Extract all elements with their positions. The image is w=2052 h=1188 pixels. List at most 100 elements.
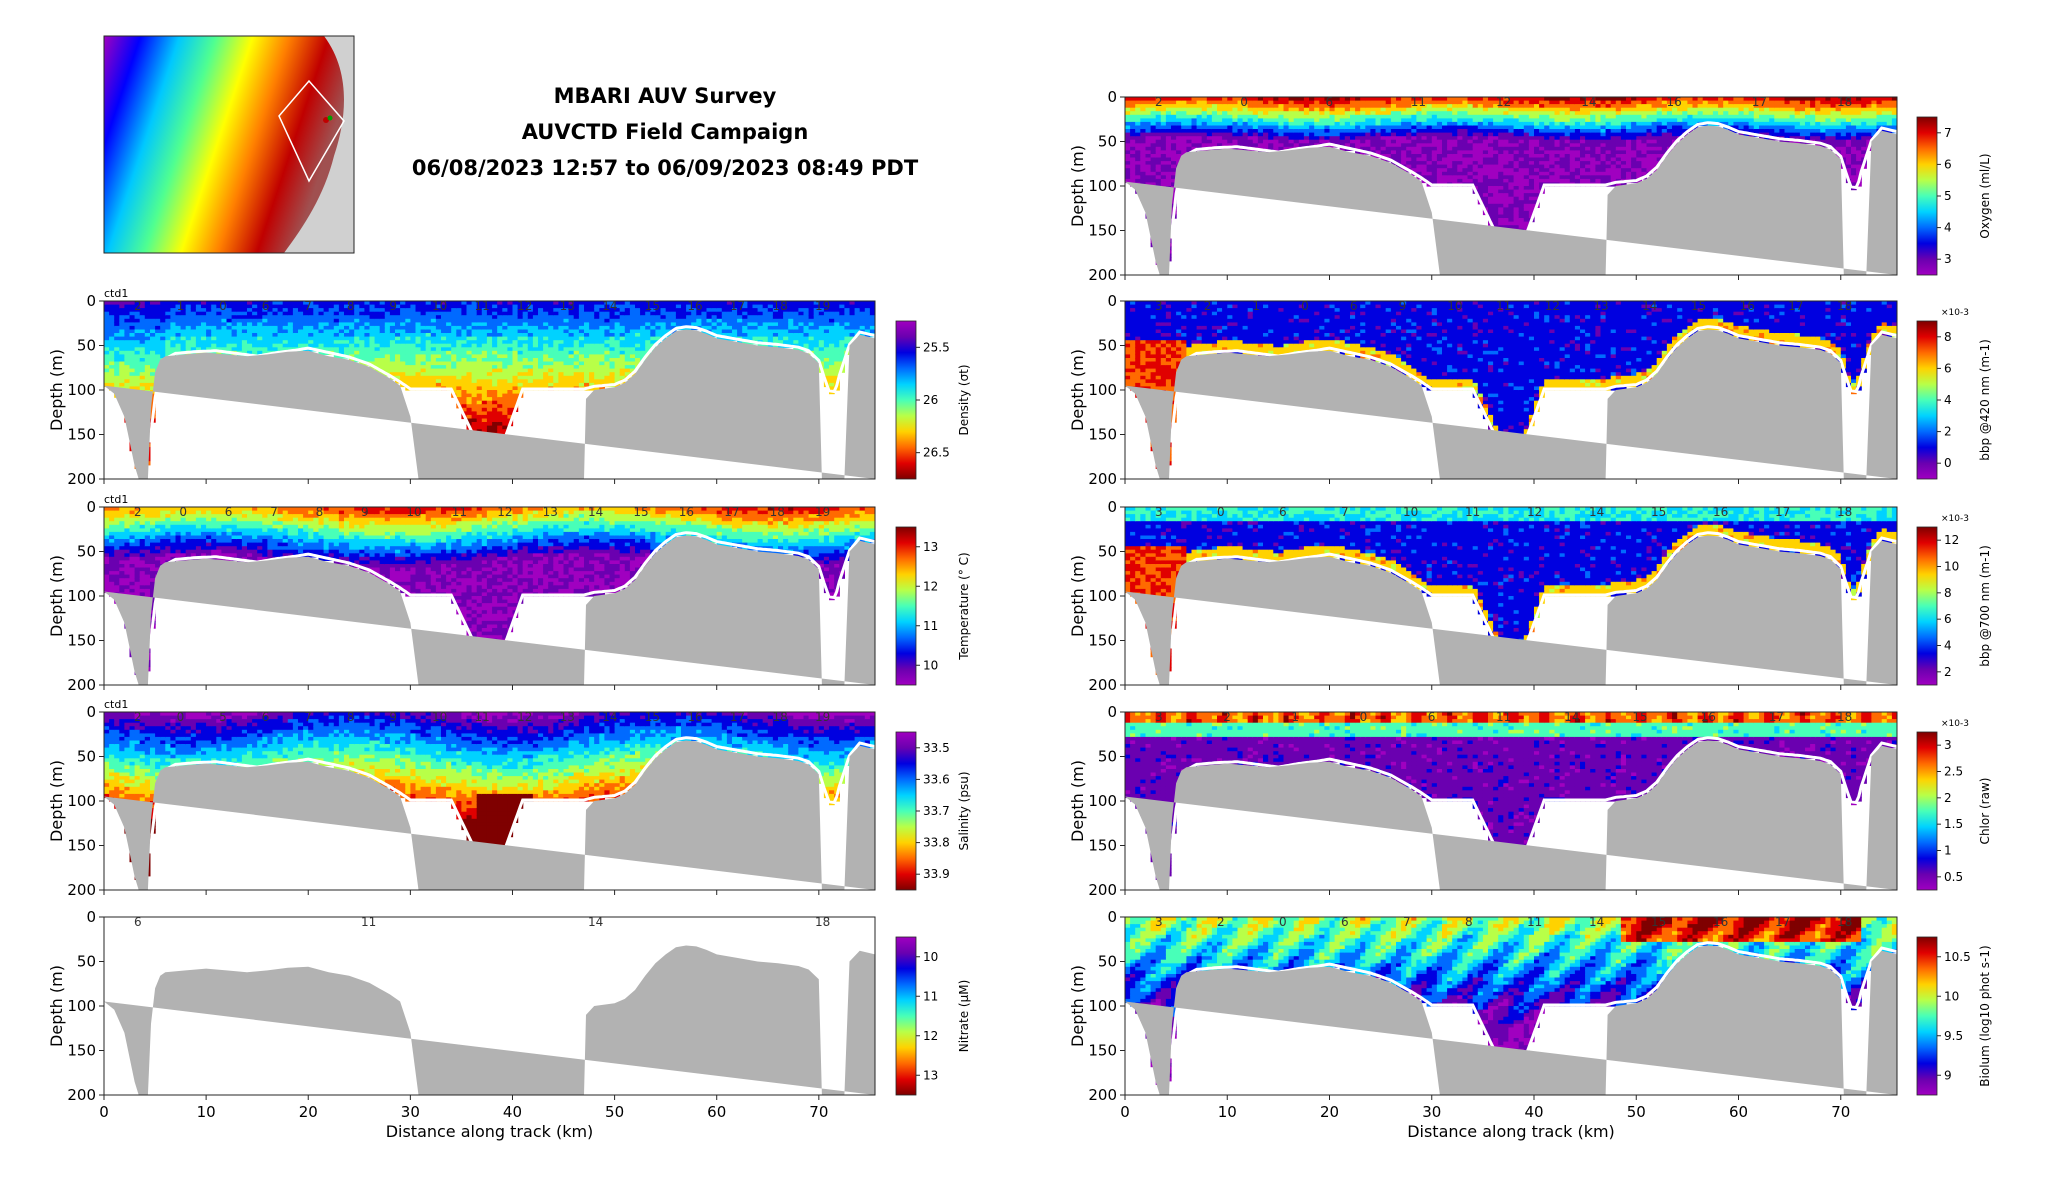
heatmap-cell: [507, 588, 514, 594]
heatmap-cell: [798, 304, 805, 309]
heatmap-cell: [185, 311, 192, 316]
heatmap-cell: [451, 535, 457, 540]
heatmap-cell: [384, 347, 391, 352]
heatmap-cell: [492, 400, 498, 405]
heatmap-cell: [155, 510, 161, 515]
heatmap-cell: [573, 343, 580, 348]
heatmap-cell: [415, 382, 422, 388]
heatmap-cell: [481, 368, 488, 373]
heatmap-cell: [395, 318, 401, 323]
heatmap-cell: [328, 507, 335, 512]
heatmap-cell: [584, 379, 590, 384]
heatmap-cell: [104, 514, 110, 519]
heatmap-cell: [604, 343, 611, 348]
heatmap-cell: [629, 350, 636, 355]
heatmap-cell: [451, 592, 457, 597]
heatmap-cell: [486, 528, 493, 533]
heatmap-cell: [344, 553, 350, 558]
heatmap-cell: [109, 564, 115, 569]
heatmap-cell: [425, 301, 432, 306]
heatmap-cell: [144, 354, 151, 359]
heatmap-cell: [497, 599, 503, 604]
heatmap-cell: [538, 368, 544, 373]
heatmap-cell: [829, 365, 835, 370]
heatmap-cell: [359, 318, 365, 323]
heatmap-cell: [425, 365, 432, 370]
heatmap-cell: [466, 340, 473, 345]
heatmap-cell: [553, 340, 559, 345]
heatmap-cell: [818, 325, 825, 331]
heatmap-cell: [231, 542, 238, 547]
heatmap-cell: [624, 358, 631, 363]
heatmap-cell: [507, 564, 514, 569]
heatmap-cell: [389, 333, 396, 338]
heatmap-cell: [323, 521, 330, 526]
heatmap-cell: [221, 315, 228, 320]
heatmap-cell: [721, 329, 728, 334]
heatmap-cell: [670, 304, 677, 309]
heatmap-cell: [788, 333, 794, 338]
heatmap-cell: [119, 379, 125, 384]
heatmap-cell: [410, 375, 417, 380]
heatmap-cell: [287, 510, 294, 515]
heatmap-cell: [349, 358, 355, 363]
heatmap-cell: [732, 315, 738, 320]
heatmap-cell: [507, 567, 514, 572]
heatmap-cell: [502, 528, 508, 533]
heatmap-cell: [497, 603, 503, 608]
heatmap-cell: [160, 521, 166, 526]
heatmap-cell: [517, 318, 524, 323]
heatmap-cell: [481, 564, 488, 569]
heatmap-cell: [144, 556, 151, 561]
heatmap-cell: [415, 507, 422, 512]
heatmap-cell: [287, 301, 294, 306]
colorbar: [895, 320, 917, 480]
heatmap-cell: [446, 358, 452, 363]
heatmap-cell: [150, 386, 156, 391]
heatmap-cell: [282, 308, 289, 313]
heatmap-cell: [573, 375, 580, 380]
heatmap-cell: [486, 350, 493, 355]
heatmap-cell: [144, 361, 151, 366]
heatmap-cell: [486, 322, 493, 327]
heatmap-cell: [395, 343, 401, 348]
heatmap-cell: [430, 347, 437, 352]
heatmap-cell: [497, 347, 503, 352]
heatmap-cell: [374, 318, 381, 323]
heatmap-cell: [456, 517, 462, 522]
heatmap-cell: [395, 528, 401, 533]
heatmap-cell: [512, 350, 519, 355]
heatmap-cell: [349, 553, 355, 558]
heatmap-cell: [492, 425, 498, 430]
heatmap-cell: [629, 347, 636, 352]
heatmap-cell: [803, 315, 810, 320]
heatmap-cell: [252, 531, 258, 537]
heatmap-cell: [338, 517, 345, 522]
heatmap-cell: [456, 524, 462, 529]
heatmap-cell: [369, 553, 376, 558]
heatmap-cell: [206, 304, 212, 309]
heatmap-cell: [497, 628, 503, 633]
heatmap-cell: [139, 301, 146, 306]
heatmap-cell: [303, 318, 309, 323]
heatmap-cell: [119, 546, 125, 551]
heatmap-cell: [854, 325, 861, 331]
heatmap-cell: [864, 329, 871, 334]
heatmap-cell: [808, 343, 815, 348]
heatmap-cell: [257, 510, 263, 515]
heatmap-cell: [481, 549, 488, 554]
heatmap-cell: [497, 624, 503, 629]
heatmap-cell: [359, 510, 365, 515]
profile-number: 13: [560, 299, 575, 313]
heatmap-cell: [502, 347, 508, 352]
heatmap-cell: [497, 553, 503, 558]
heatmap-cell: [507, 311, 514, 316]
heatmap-cell: [497, 556, 503, 561]
heatmap-cell: [446, 531, 452, 537]
heatmap-cell: [298, 549, 304, 554]
heatmap-cell: [466, 535, 473, 540]
heatmap-cell: [114, 322, 120, 327]
heatmap-cell: [262, 350, 268, 355]
heatmap-cell: [201, 539, 207, 544]
heatmap-cell: [384, 560, 391, 565]
